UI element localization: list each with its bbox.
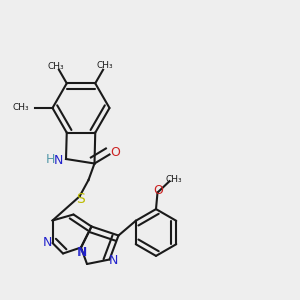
Text: H: H (46, 153, 55, 167)
Text: CH₃: CH₃ (48, 62, 64, 71)
Text: CH₃: CH₃ (166, 175, 182, 184)
Text: O: O (110, 146, 120, 159)
Text: N: N (54, 154, 63, 167)
Text: N: N (108, 254, 118, 268)
Text: S: S (76, 192, 85, 206)
Text: N: N (78, 246, 87, 260)
Text: N: N (77, 245, 87, 259)
Text: CH₃: CH₃ (13, 103, 29, 112)
Text: CH₃: CH₃ (96, 61, 113, 70)
Text: N: N (42, 236, 52, 250)
Text: O: O (154, 184, 163, 197)
